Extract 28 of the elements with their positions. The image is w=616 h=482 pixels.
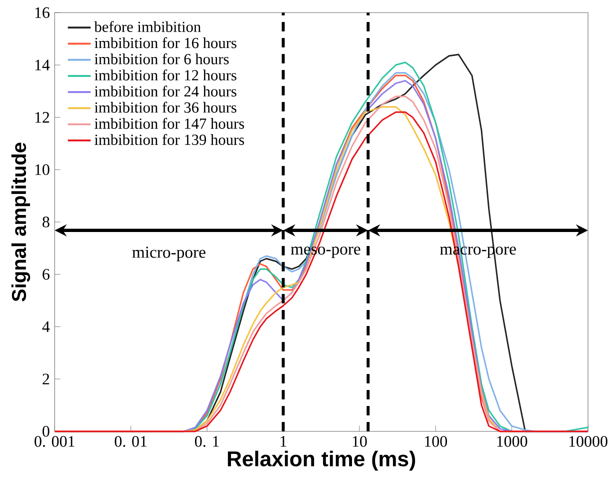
legend-label: imbibition for 24 hours [94,86,236,97]
y-tick-label: 8 [42,216,50,228]
x-tick-label: 100 [425,436,448,447]
y-tick-label: 4 [42,321,50,332]
x-axis-title: Relaxion time (ms) [228,450,416,471]
x-tick-label: 1000 [497,436,528,447]
x-tick-label: 0. 001 [34,436,74,447]
y-axis-title: Signal amplitude [11,142,30,302]
annotation: micro-pore [132,246,206,262]
legend-label: imbibition for 16 hours [94,37,236,48]
x-tick-label: 10000 [569,436,608,447]
y-tick-label: 14 [35,60,50,70]
y-tick-label: 10 [35,164,50,176]
legend-label: imbibition for 6 hours [94,53,229,64]
x-tick-label: 0. 01 [114,436,147,447]
y-tick-label: 12 [35,112,50,123]
legend-label: imbibition for 36 hours [94,102,236,113]
y-tick-label: 16 [35,7,50,18]
y-tick-label: 0 [42,426,50,437]
legend-label: imbibition for 147 hours [94,118,244,129]
legend-label: imbibition for 139 hours [94,134,244,145]
y-tick-label: 6 [42,268,50,280]
legend-label: before imbibition [94,21,201,32]
x-tick-label: 0. 1 [194,436,219,447]
legend-label: imbibition for 12 hours [94,70,236,80]
x-tick-label: 1 [280,436,286,447]
y-tick-label: 2 [42,374,50,384]
x-tick-label: 10 [352,436,367,447]
